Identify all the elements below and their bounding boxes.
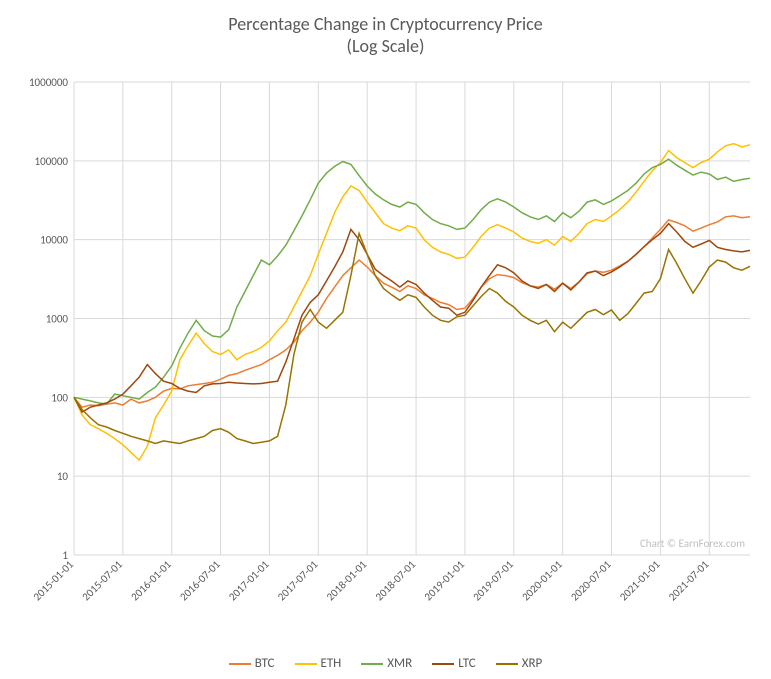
ytick-label: 10 — [57, 470, 69, 483]
ytick-label: 100000 — [35, 155, 69, 168]
legend-item-xrp: XRP — [496, 656, 543, 671]
series-xrp — [74, 233, 750, 443]
ytick-label: 1000 — [46, 313, 69, 326]
legend-item-ltc: LTC — [432, 656, 476, 671]
xtick-label: 2016-07-01 — [177, 558, 223, 604]
xtick-label: 2019-01-01 — [422, 558, 468, 604]
legend-item-btc: BTC — [229, 656, 275, 671]
xtick-label: 2017-01-01 — [226, 558, 272, 604]
chart-svg: 11010010001000010000010000002015-01-0120… — [0, 0, 771, 679]
legend-swatch — [432, 663, 454, 665]
xtick-label: 2016-01-01 — [128, 558, 174, 604]
legend-label: BTC — [255, 656, 275, 671]
chart-container: Percentage Change in Cryptocurrency Pric… — [0, 0, 771, 679]
legend-swatch — [295, 663, 317, 665]
legend-item-eth: ETH — [295, 656, 342, 671]
xtick-label: 2019-07-01 — [470, 558, 516, 604]
legend-item-xmr: XMR — [361, 656, 412, 671]
legend-label: LTC — [458, 656, 476, 671]
legend-label: XMR — [387, 656, 412, 671]
xtick-label: 2015-07-01 — [79, 558, 125, 604]
xtick-label: 2018-01-01 — [324, 558, 370, 604]
xtick-label: 2021-07-01 — [666, 558, 712, 604]
legend-label: ETH — [321, 656, 342, 671]
legend-swatch — [361, 663, 383, 665]
legend-swatch — [229, 663, 251, 665]
xtick-label: 2020-07-01 — [568, 558, 614, 604]
series-xmr — [74, 159, 750, 404]
ytick-label: 1000000 — [29, 76, 68, 89]
ytick-label: 100 — [51, 391, 68, 404]
series-eth — [74, 144, 750, 460]
series-ltc — [74, 224, 750, 413]
xtick-label: 2018-07-01 — [373, 558, 419, 604]
legend-swatch — [496, 663, 518, 665]
ytick-label: 10000 — [40, 234, 68, 247]
chart-legend: BTC ETH XMR LTC XRP — [0, 656, 771, 671]
chart-watermark: Chart © EarnForex.com — [640, 537, 745, 550]
xtick-label: 2015-01-01 — [31, 558, 77, 604]
xtick-label: 2021-01-01 — [617, 558, 663, 604]
legend-label: XRP — [522, 656, 543, 671]
xtick-label: 2017-07-01 — [275, 558, 321, 604]
xtick-label: 2020-01-01 — [519, 558, 565, 604]
